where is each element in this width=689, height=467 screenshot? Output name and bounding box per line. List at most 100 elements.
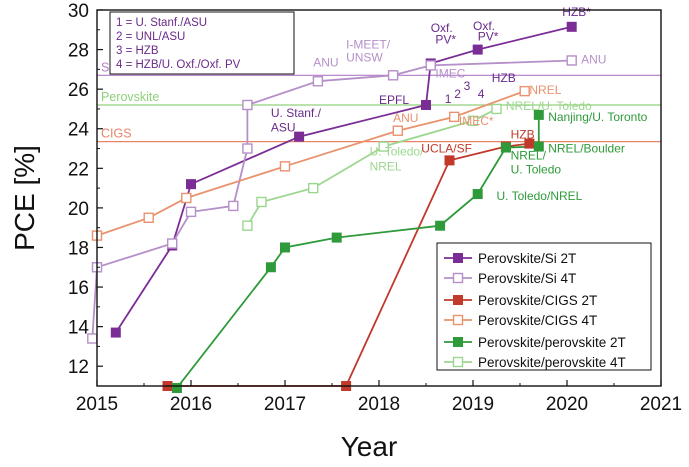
annotation-ucla-sf: UCLA/SF bbox=[421, 141, 472, 155]
legend-marker-perovskite-si-4t bbox=[452, 272, 464, 284]
x-tick-label: 2018 bbox=[358, 394, 400, 415]
legend-frame bbox=[436, 242, 652, 371]
annotation-nrel-boulder: NREL/Boulder bbox=[548, 141, 625, 155]
x-tick-label: 2016 bbox=[170, 394, 212, 415]
legend-label-perovskite-si-4t: Perovskite/Si 4T bbox=[478, 271, 576, 286]
point-perovskite-cigs-4t bbox=[143, 212, 154, 223]
point-perovskite-perovskite-2t bbox=[533, 141, 544, 152]
annotation-nrel-u-toledo: NREL/U. Toledo bbox=[506, 99, 592, 113]
x-tick-label: 2019 bbox=[452, 394, 494, 415]
note-line: 3 = HZB bbox=[116, 45, 159, 57]
note-line: 1 = U. Stanf./ASU bbox=[116, 17, 207, 29]
point-perovskite-perovskite-2t bbox=[171, 382, 182, 393]
point-perovskite-cigs-4t bbox=[181, 192, 192, 204]
note-box: 1 = U. Stanf./ASU 2 = UNL/ASU 3 = HZB 4 = H… bbox=[109, 11, 295, 75]
point-perovskite-perovskite-4t bbox=[242, 220, 253, 231]
annotation-unsw: UNSW bbox=[346, 50, 383, 64]
point-perovskite-cigs-2t bbox=[444, 155, 455, 166]
annotation-u-toledo: U. Toledo bbox=[511, 162, 562, 176]
legend: Perovskite/Si 2T Perovskite/Si 4T Perovski… bbox=[436, 242, 652, 371]
point-perovskite-perovskite-2t bbox=[435, 220, 446, 231]
point-perovskite-perovskite-4t bbox=[378, 141, 389, 152]
annotation-u-toledo: U. Toledo/ bbox=[370, 144, 424, 158]
point-perovskite-cigs-4t bbox=[392, 125, 403, 136]
y-tick-label: 12 bbox=[68, 357, 89, 378]
point-perovskite-cigs-4t bbox=[519, 85, 530, 97]
point-perovskite-si-2t bbox=[566, 21, 577, 32]
annotation-nrel: NREL/ bbox=[511, 148, 547, 162]
y-tick-label: 24 bbox=[68, 120, 90, 141]
point-perovskite-si-4t bbox=[185, 206, 197, 218]
y-tick-label: 14 bbox=[68, 318, 90, 339]
point-perovskite-si-4t bbox=[242, 143, 253, 154]
annotation-oxf: Oxf. bbox=[431, 21, 453, 35]
point-perovskite-si-4t bbox=[566, 55, 577, 66]
point-perovskite-perovskite-2t bbox=[533, 109, 544, 120]
note-line: 4 = HZB/U. Oxf./Oxf. PV bbox=[116, 59, 241, 71]
annotation-nrel: NREL bbox=[370, 159, 402, 173]
point-perovskite-perovskite-2t bbox=[265, 262, 276, 273]
point-perovskite-perovskite-4t bbox=[467, 115, 479, 127]
ref-label-cigs: CIGS bbox=[101, 127, 132, 141]
legend-label-perovskite-cigs-2t: Perovskite/CIGS 2T bbox=[478, 293, 597, 308]
point-perovskite-si-4t bbox=[228, 200, 239, 212]
x-axis-title: Year bbox=[341, 431, 398, 462]
legend-label-perovskite-si-2t: Perovskite/Si 2T bbox=[478, 251, 576, 266]
point-perovskite-si-4t bbox=[312, 76, 324, 87]
legend-marker-perovskite-si-2t bbox=[453, 253, 463, 263]
annotation-u-stanf: U. Stanf./ bbox=[271, 106, 322, 120]
point-perovskite-si-4t bbox=[242, 99, 253, 111]
series-line-perovskite-si-2t bbox=[115, 25, 572, 334]
y-tick-label: 30 bbox=[68, 1, 89, 22]
point-perovskite-si-4t bbox=[87, 333, 98, 344]
ref-label-perovskite: Perovskite bbox=[101, 90, 159, 104]
point-perovskite-perovskite-2t bbox=[331, 232, 342, 243]
annotation-i-meet: I-MEET/ bbox=[346, 38, 391, 52]
point-perovskite-si-4t bbox=[166, 238, 178, 249]
y-tick-label: 18 bbox=[68, 238, 89, 259]
point-perovskite-perovskite-4t bbox=[308, 182, 319, 194]
annotation-anu: ANU bbox=[581, 52, 606, 66]
annotation-epfl: EPFL bbox=[379, 93, 409, 107]
annotation-pv: PV* bbox=[478, 30, 499, 44]
legend-label-perovskite-cigs-4t: Perovskite/CIGS 4T bbox=[478, 313, 597, 328]
point-perovskite-perovskite-4t bbox=[256, 196, 267, 208]
annotation-2: 2 bbox=[454, 87, 461, 101]
point-perovskite-perovskite-2t bbox=[280, 242, 290, 253]
point-perovskite-si-4t bbox=[425, 60, 436, 71]
annotation-u-toledo-nrel: U. Toledo/NREL bbox=[497, 189, 583, 203]
annotation-nanjing-u-toronto: Nanjing/U. Toronto bbox=[548, 110, 647, 124]
series-markers bbox=[87, 21, 577, 393]
annotation-imec: IMEC* bbox=[459, 114, 494, 128]
y-tick-label: 22 bbox=[68, 159, 89, 180]
point-perovskite-si-4t bbox=[387, 70, 399, 81]
y-tick-label: 16 bbox=[68, 278, 89, 299]
legend-marker-perovskite-perovskite-2t bbox=[453, 337, 463, 347]
x-tick-label: 2015 bbox=[76, 394, 118, 415]
point-perovskite-perovskite-2t bbox=[500, 142, 511, 153]
annotation-imec: IMEC bbox=[435, 66, 465, 80]
legend-label-perovskite-perovskite-4t: Perovskite/perovskite 4T bbox=[478, 355, 626, 370]
annotation-anu: ANU bbox=[393, 111, 418, 125]
legend-marker-perovskite-cigs-4t bbox=[452, 314, 464, 326]
annotation-4: 4 bbox=[478, 87, 485, 101]
annotation-pv: PV* bbox=[435, 33, 456, 47]
point-perovskite-cigs-4t bbox=[279, 161, 291, 172]
annotation-asu: ASU bbox=[271, 121, 296, 135]
point-perovskite-si-2t bbox=[294, 131, 305, 142]
legend-marker-perovskite-cigs-2t bbox=[453, 295, 463, 305]
note-line: 2 = UNL/ASU bbox=[116, 31, 185, 43]
y-axis-title: PCE [%] bbox=[9, 145, 40, 251]
x-tick-label: 2020 bbox=[546, 394, 588, 415]
point-perovskite-si-2t bbox=[421, 99, 431, 110]
point-perovskite-si-2t bbox=[186, 179, 196, 190]
note-box-frame bbox=[109, 11, 295, 75]
y-tick-label: 20 bbox=[68, 199, 89, 220]
annotation-hzb: HZB bbox=[492, 71, 516, 85]
annotation-anu: ANU bbox=[313, 55, 338, 69]
y-tick-label: 28 bbox=[68, 41, 89, 62]
legend-marker-perovskite-perovskite-4t bbox=[452, 356, 464, 368]
point-perovskite-perovskite-2t bbox=[472, 189, 483, 200]
